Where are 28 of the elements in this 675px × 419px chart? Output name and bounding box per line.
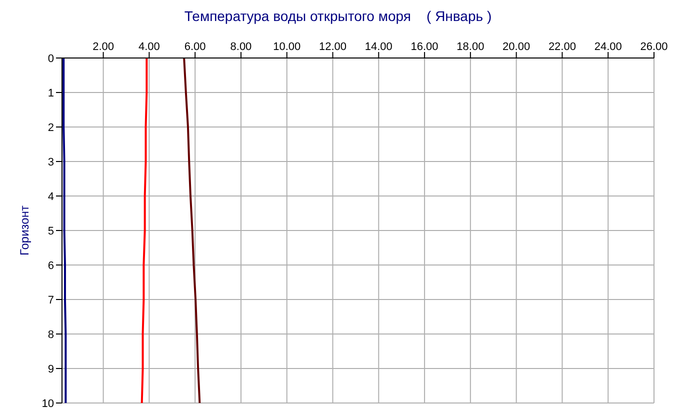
y-tick-label: 3 xyxy=(48,156,54,168)
x-tick-label: 20.00 xyxy=(502,41,530,53)
x-tick-label: 26.00 xyxy=(640,41,668,53)
y-tick-label: 9 xyxy=(48,363,54,376)
y-tick-label: 6 xyxy=(48,260,54,272)
y-tick-label: 10 xyxy=(42,398,54,410)
x-tick-label: 8.00 xyxy=(230,41,252,53)
y-tick-label: 5 xyxy=(48,225,54,238)
x-tick-label: 4.00 xyxy=(138,41,160,53)
y-tick-label: 1 xyxy=(48,87,54,100)
y-tick-label: 8 xyxy=(48,328,54,341)
x-tick-label: 10.00 xyxy=(273,41,301,53)
x-tick-label: 22.00 xyxy=(548,41,576,53)
y-tick-label: 7 xyxy=(48,294,54,306)
x-tick-label: 18.00 xyxy=(456,41,484,53)
x-tick-label: 12.00 xyxy=(318,41,347,53)
chart-title: Температура воды открытого моря ( Январь ) xyxy=(183,8,493,26)
line-series xyxy=(183,58,201,403)
x-tick-label: 6.00 xyxy=(184,41,206,53)
y-tick-label: 0 xyxy=(48,52,54,65)
x-tick-label: 14.00 xyxy=(364,41,392,53)
y-tick-label: 4 xyxy=(48,190,54,203)
y-tick-label: 2 xyxy=(48,122,54,134)
x-tick-label: 2.00 xyxy=(92,41,114,53)
x-tick-label: 16.00 xyxy=(410,41,438,53)
y-axis-title: Горизонт xyxy=(17,205,32,256)
x-tick-label: 24.00 xyxy=(594,41,622,53)
line-series xyxy=(140,58,148,403)
